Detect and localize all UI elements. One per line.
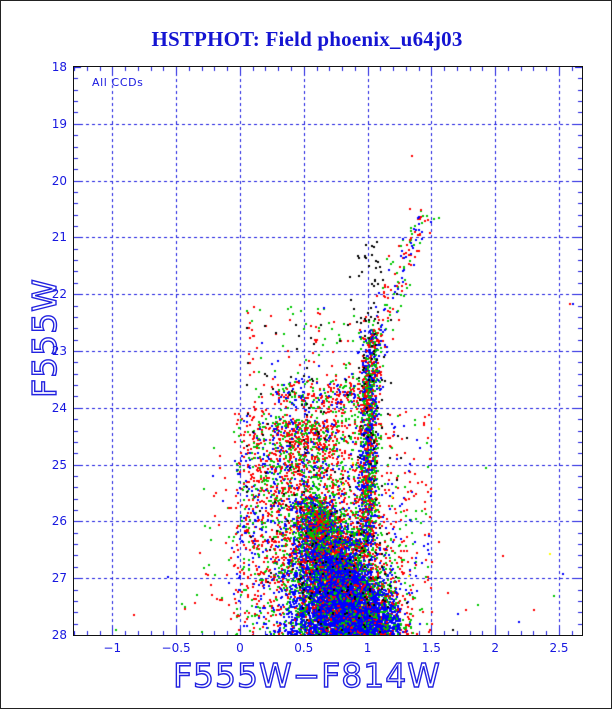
y-axis-tick-label: 28 <box>51 628 67 642</box>
y-axis-tick-label: 22 <box>51 287 67 302</box>
y-axis-tick-label: 20 <box>51 173 67 188</box>
scatter-canvas <box>74 67 582 635</box>
y-axis-tick-label: 24 <box>51 400 67 415</box>
x-axis-tick-label: 2 <box>491 641 500 655</box>
y-axis-tick-label: 25 <box>51 457 67 472</box>
y-axis-tick-label: 19 <box>51 116 67 131</box>
y-axis-tick-label: 27 <box>51 571 67 586</box>
x-axis-tick-label: 1 <box>363 641 372 655</box>
y-axis-tick-label: 26 <box>51 514 67 529</box>
plot-annotation-all-ccds: All CCDs <box>92 76 144 89</box>
y-axis-tick-label: 23 <box>51 344 67 358</box>
x-axis-tick-label: −1 <box>103 641 122 655</box>
page-title: HSTPHOT: Field phoenix_u64j03 <box>151 27 463 51</box>
x-axis-tick-label: 1.5 <box>421 641 441 655</box>
x-axis-title: F555W−F814W <box>172 655 441 695</box>
plot-area: All CCDs <box>73 66 583 636</box>
x-axis-tick-label: −0.5 <box>161 641 191 655</box>
y-axis-tick-label: 21 <box>51 230 67 245</box>
y-axis-tick-label: 18 <box>51 60 67 74</box>
x-axis-tick-label: 0.5 <box>294 641 314 655</box>
x-axis-tick-label: 2.5 <box>549 641 569 655</box>
x-axis-tick-label: 0 <box>236 641 244 655</box>
